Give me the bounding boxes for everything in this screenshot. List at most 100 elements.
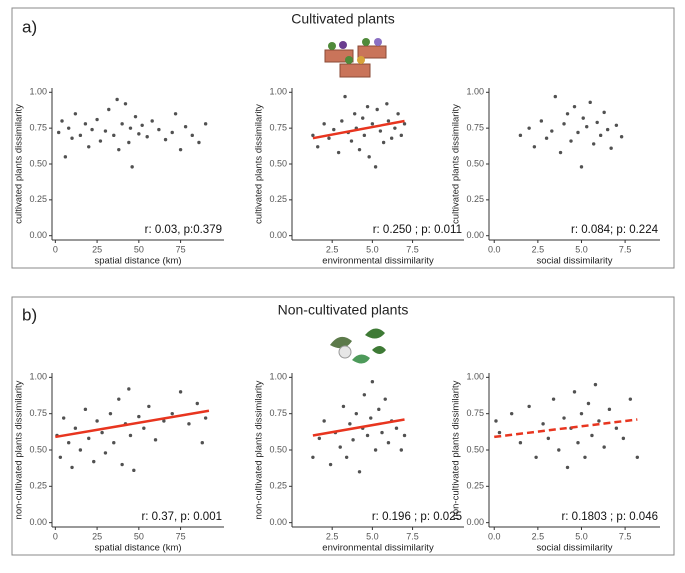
point xyxy=(628,397,633,401)
point xyxy=(579,411,584,416)
point xyxy=(162,419,166,423)
point xyxy=(539,119,544,123)
point xyxy=(107,107,111,112)
point xyxy=(92,459,96,464)
point xyxy=(108,411,113,416)
point xyxy=(78,133,83,138)
point xyxy=(361,116,365,120)
point xyxy=(385,102,389,106)
point xyxy=(328,462,333,467)
y-axis-label: non-cultivated plants dissimilarity xyxy=(451,380,462,519)
point xyxy=(341,404,346,409)
point xyxy=(585,125,589,129)
point xyxy=(123,102,128,106)
point xyxy=(614,123,619,127)
point xyxy=(383,397,387,401)
point xyxy=(572,104,577,109)
x-tick-label: 25 xyxy=(92,531,102,541)
point xyxy=(532,145,537,149)
y-tick-label: 0.75 xyxy=(466,408,484,418)
point xyxy=(550,129,554,133)
point xyxy=(95,117,99,122)
point xyxy=(562,122,566,126)
point xyxy=(380,430,384,435)
x-axis-label: environmental dissimilarity xyxy=(322,256,434,267)
point xyxy=(112,133,116,138)
point xyxy=(117,397,121,401)
point xyxy=(527,404,531,409)
point xyxy=(576,130,580,135)
point xyxy=(98,139,103,143)
point xyxy=(145,135,149,139)
y-tick-label: 0.00 xyxy=(269,517,287,527)
annotation: r: 0.196 ; p: 0.025 xyxy=(372,511,462,523)
point xyxy=(153,438,158,442)
point xyxy=(130,165,134,169)
wild-plant-icon xyxy=(330,328,386,364)
point xyxy=(163,137,168,142)
point xyxy=(402,433,407,438)
point xyxy=(375,107,379,112)
point xyxy=(373,165,378,169)
point xyxy=(590,433,594,438)
point xyxy=(557,448,561,452)
point xyxy=(527,126,531,130)
point xyxy=(127,387,131,391)
panel-title: Non-cultivated plants xyxy=(278,302,409,318)
point xyxy=(83,122,88,126)
point xyxy=(394,426,399,430)
y-tick-label: 1.00 xyxy=(466,372,484,382)
point xyxy=(572,390,577,394)
y-tick-label: 0.75 xyxy=(269,408,287,418)
y-axis-label: cultivated plants dissimilarity xyxy=(451,104,462,224)
point xyxy=(197,140,201,145)
trend-line xyxy=(312,418,405,437)
point xyxy=(336,150,341,155)
point xyxy=(103,451,108,455)
point xyxy=(120,462,124,467)
y-tick-label: 0.25 xyxy=(29,194,47,204)
point xyxy=(576,441,580,445)
point xyxy=(562,416,566,420)
point xyxy=(558,150,563,155)
y-tick-label: 0.00 xyxy=(29,517,47,527)
point xyxy=(340,119,344,123)
point xyxy=(327,136,331,140)
y-tick-label: 0.50 xyxy=(466,158,484,168)
point xyxy=(344,455,349,459)
point xyxy=(565,112,570,116)
point xyxy=(605,127,610,132)
annotation: r: 0.250 ; p: 0.011 xyxy=(373,224,462,236)
point xyxy=(370,122,375,126)
point xyxy=(365,104,370,109)
y-tick-label: 0.75 xyxy=(466,123,484,133)
point xyxy=(399,448,404,452)
y-tick-label: 0.75 xyxy=(269,123,287,133)
point xyxy=(534,455,538,459)
point xyxy=(546,436,551,441)
x-tick-label: 50 xyxy=(134,531,144,541)
x-axis-label: social dissimilarity xyxy=(536,543,612,554)
x-tick-label: 75 xyxy=(176,531,186,541)
point xyxy=(117,147,121,152)
y-tick-label: 1.00 xyxy=(269,87,287,97)
point xyxy=(170,130,174,135)
point xyxy=(173,112,178,116)
point xyxy=(377,407,381,412)
panel-label: a) xyxy=(22,17,37,36)
panel-frame xyxy=(11,296,675,556)
point xyxy=(396,112,400,116)
point xyxy=(128,126,133,130)
point xyxy=(399,133,404,138)
point xyxy=(357,147,362,152)
point xyxy=(607,407,612,412)
y-tick-label: 0.25 xyxy=(269,194,287,204)
point xyxy=(497,430,502,435)
y-tick-label: 0.75 xyxy=(29,408,47,418)
point xyxy=(373,448,378,452)
point xyxy=(128,433,133,438)
panel-label: b) xyxy=(22,305,37,324)
point xyxy=(393,126,397,130)
point xyxy=(127,140,131,145)
